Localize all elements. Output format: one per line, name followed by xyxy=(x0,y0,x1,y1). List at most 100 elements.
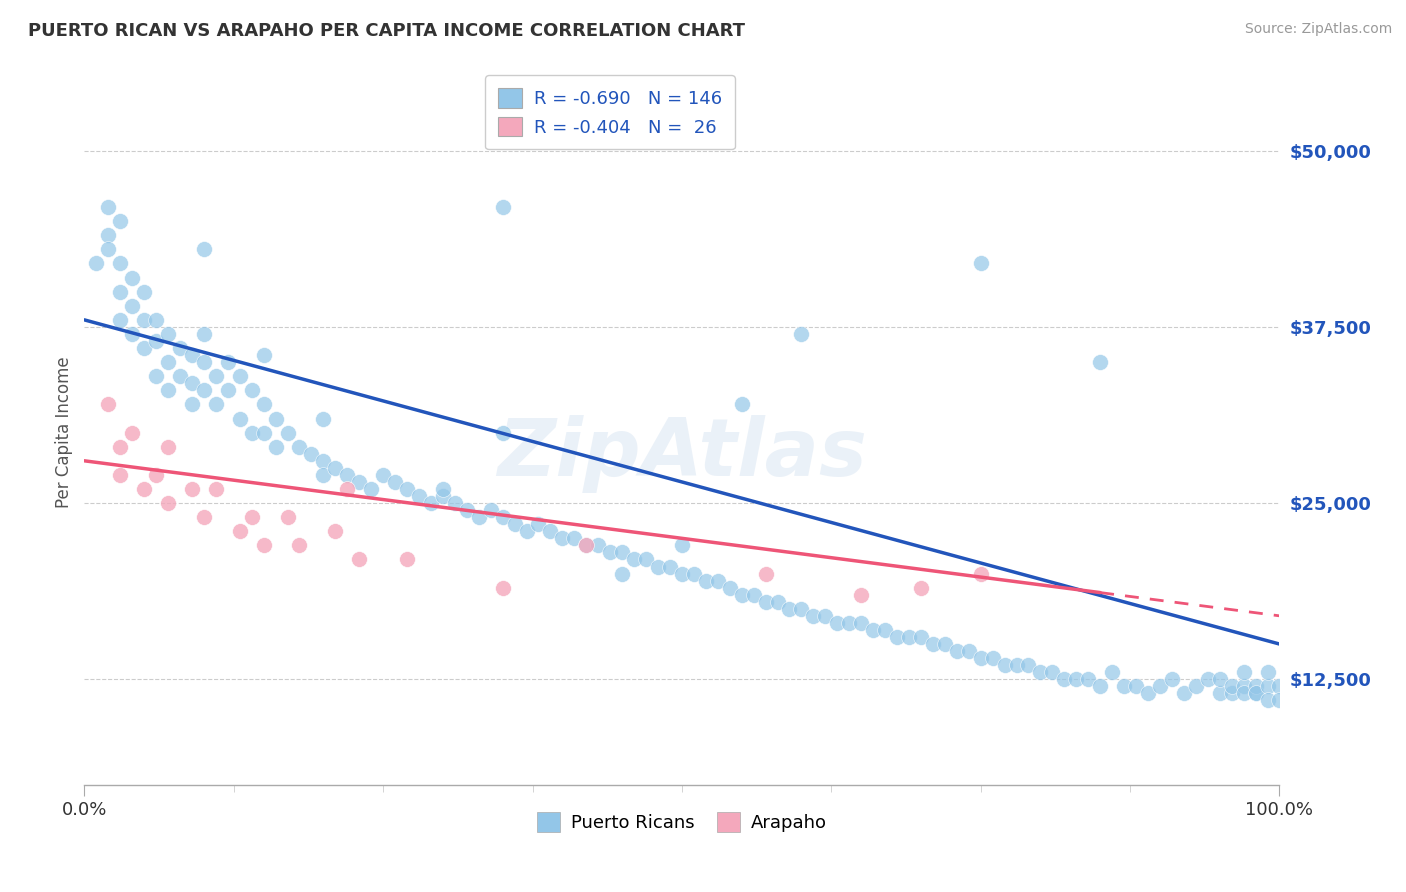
Point xyxy=(718,581,741,595)
Point xyxy=(110,285,132,299)
Point xyxy=(157,384,180,398)
Point xyxy=(396,482,419,496)
Point xyxy=(217,355,239,369)
Point xyxy=(312,454,335,468)
Point xyxy=(121,326,143,341)
Point xyxy=(671,538,693,552)
Point xyxy=(132,285,156,299)
Point xyxy=(264,440,287,454)
Point xyxy=(1257,679,1279,693)
Point xyxy=(217,384,239,398)
Point xyxy=(110,467,132,482)
Point xyxy=(205,369,228,384)
Point xyxy=(575,538,598,552)
Point xyxy=(253,348,276,362)
Point xyxy=(1257,693,1279,707)
Point xyxy=(110,214,132,228)
Point xyxy=(492,510,515,524)
Point xyxy=(647,559,669,574)
Point xyxy=(169,341,191,355)
Point xyxy=(181,482,204,496)
Point xyxy=(1185,679,1208,693)
Point xyxy=(851,615,873,630)
Point xyxy=(707,574,730,588)
Point xyxy=(384,475,406,489)
Point xyxy=(479,503,502,517)
Text: ZipAtlas: ZipAtlas xyxy=(496,415,868,492)
Point xyxy=(312,411,335,425)
Point xyxy=(193,243,215,257)
Point xyxy=(240,510,263,524)
Point xyxy=(277,510,299,524)
Point xyxy=(432,482,454,496)
Point xyxy=(349,552,371,566)
Point xyxy=(731,397,754,411)
Point xyxy=(1244,679,1267,693)
Point xyxy=(612,566,634,581)
Point xyxy=(97,243,120,257)
Point xyxy=(396,552,419,566)
Point xyxy=(444,496,467,510)
Point xyxy=(145,369,167,384)
Point xyxy=(503,517,526,532)
Point xyxy=(1090,355,1112,369)
Point xyxy=(193,510,215,524)
Point xyxy=(373,467,395,482)
Point xyxy=(110,256,132,270)
Point xyxy=(468,510,491,524)
Point xyxy=(1209,686,1232,700)
Point xyxy=(564,531,586,545)
Point xyxy=(264,411,287,425)
Point xyxy=(922,637,945,651)
Point xyxy=(934,637,956,651)
Point xyxy=(1268,693,1291,707)
Point xyxy=(145,313,167,327)
Point xyxy=(1066,673,1088,687)
Point xyxy=(910,630,932,644)
Point xyxy=(1220,686,1243,700)
Point xyxy=(97,397,120,411)
Point xyxy=(169,369,191,384)
Point xyxy=(623,552,645,566)
Point xyxy=(1173,686,1195,700)
Point xyxy=(755,595,778,609)
Point xyxy=(671,566,693,581)
Point xyxy=(492,581,515,595)
Point xyxy=(349,475,371,489)
Point xyxy=(516,524,538,539)
Point xyxy=(325,460,347,475)
Point xyxy=(1029,665,1052,680)
Point xyxy=(1257,665,1279,680)
Point xyxy=(814,608,837,623)
Point xyxy=(110,440,132,454)
Point xyxy=(755,566,778,581)
Point xyxy=(588,538,610,552)
Point xyxy=(86,256,108,270)
Point xyxy=(121,425,143,440)
Point xyxy=(240,384,263,398)
Point xyxy=(205,397,228,411)
Point xyxy=(1220,679,1243,693)
Point xyxy=(229,369,252,384)
Point xyxy=(301,447,323,461)
Point xyxy=(325,524,347,539)
Point xyxy=(731,588,754,602)
Point xyxy=(886,630,908,644)
Point xyxy=(240,425,263,440)
Point xyxy=(612,545,634,559)
Point xyxy=(157,496,180,510)
Point xyxy=(540,524,562,539)
Point xyxy=(1018,658,1040,673)
Point xyxy=(1233,686,1256,700)
Point xyxy=(193,384,215,398)
Point xyxy=(599,545,621,559)
Point xyxy=(229,411,252,425)
Point xyxy=(1268,679,1291,693)
Point xyxy=(766,595,789,609)
Y-axis label: Per Capita Income: Per Capita Income xyxy=(55,357,73,508)
Point xyxy=(970,651,993,665)
Legend: Puerto Ricans, Arapaho: Puerto Ricans, Arapaho xyxy=(530,805,834,839)
Point xyxy=(157,355,180,369)
Point xyxy=(408,489,430,503)
Point xyxy=(790,326,813,341)
